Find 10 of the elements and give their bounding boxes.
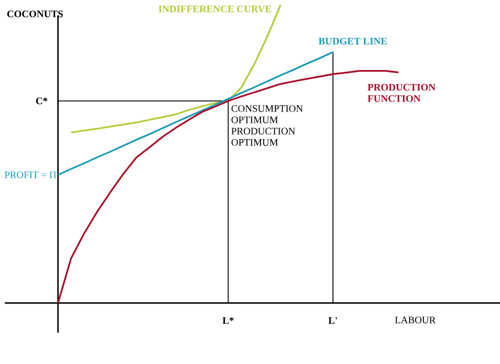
y-axis-title: COCONUTS xyxy=(7,10,63,18)
x-axis-title: LABOUR xyxy=(395,316,436,324)
annotation: CONSUMPTION OPTIMUM PRODUCTION OPTIMUM xyxy=(231,105,303,146)
x-tick-label: L* xyxy=(222,317,234,324)
x-tick-label: L' xyxy=(328,317,337,324)
series-label: BUDGET LINE xyxy=(318,38,387,45)
series-label: INDIFFERENCE CURVE xyxy=(158,6,272,12)
annotation: PROFIT = Π xyxy=(4,172,56,178)
series-label: PRODUCTION FUNCTION xyxy=(368,84,436,102)
ref-line-label: C* xyxy=(36,98,48,104)
